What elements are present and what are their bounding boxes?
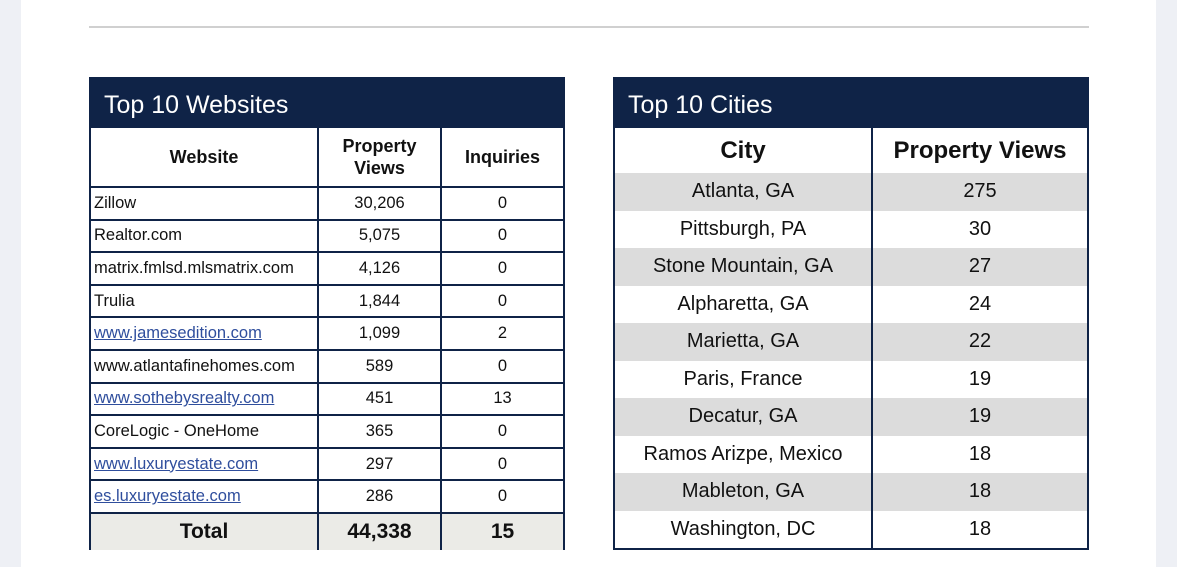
city-views-cell: 275: [871, 173, 1087, 211]
inquiries-cell: 0: [440, 186, 563, 221]
inquiries-cell: 13: [440, 381, 563, 417]
city-views-cell: 24: [871, 285, 1087, 323]
total-inquiries: 15: [440, 511, 563, 550]
city-name: Stone Mountain, GA: [615, 248, 872, 286]
city-views-cell: 18: [871, 473, 1087, 511]
property-views-cell: 1,844: [317, 283, 442, 319]
city-name: Decatur, GA: [615, 398, 872, 436]
website-link[interactable]: www.sothebysrealty.com: [91, 381, 319, 417]
table-row: Alpharetta, GA 24: [615, 285, 1087, 323]
table-row: es.luxuryestate.com 286 0: [91, 479, 563, 514]
col-header-website: Website: [91, 128, 319, 188]
city-views-cell: 30: [871, 210, 1087, 248]
website-name: www.atlantafinehomes.com: [91, 348, 319, 384]
total-label: Total: [91, 511, 319, 550]
inquiries-cell: 0: [440, 251, 563, 286]
top-cities-panel: Top 10 Cities City Property Views Atlant…: [613, 77, 1089, 550]
city-views-cell: 18: [871, 435, 1087, 473]
table-row: www.luxuryestate.com 297 0: [91, 446, 563, 482]
website-name: Zillow: [91, 186, 319, 221]
col-header-inquiries: Inquiries: [440, 128, 563, 188]
table-row: Stone Mountain, GA 27: [615, 248, 1087, 286]
city-name: Paris, France: [683, 367, 803, 390]
website-name: Trulia: [91, 283, 319, 319]
table-row: Washington, DC 18: [615, 510, 1087, 548]
city-views-cell: 22: [871, 323, 1087, 361]
websites-title: Top 10 Websites: [91, 79, 563, 128]
inquiries-cell: 0: [440, 414, 563, 449]
col-header-property-views: Property Views: [317, 128, 442, 188]
property-views-cell: 286: [317, 479, 442, 514]
city-name: Marietta, GA: [615, 323, 872, 361]
report-page: Top 10 Websites Website Property Views I…: [21, 0, 1156, 567]
website-link[interactable]: www.luxuryestate.com: [91, 446, 319, 482]
inquiries-cell: 0: [440, 218, 563, 254]
city-name: Ramos Arizpe, Mexico: [643, 442, 843, 465]
table-row: Trulia 1,844 0: [91, 283, 563, 319]
property-views-cell: 589: [317, 348, 442, 384]
divider: [89, 26, 1089, 28]
website-name: matrix.fmlsd.mlsmatrix.com: [91, 251, 319, 286]
table-row: www.atlantafinehomes.com 589 0: [91, 348, 563, 384]
inquiries-cell: 0: [440, 348, 563, 384]
inquiries-cell: 0: [440, 479, 563, 514]
cities-table: City Property Views Atlanta, GA 275 Pittsb…: [615, 128, 1087, 548]
website-name: CoreLogic - OneHome: [91, 414, 319, 449]
property-views-cell: 4,126: [317, 251, 442, 286]
property-views-cell: 365: [317, 414, 442, 449]
website-name: Realtor.com: [91, 218, 319, 254]
table-row: Pittsburgh, PA 30: [615, 210, 1087, 248]
city-name: Atlanta, GA: [615, 173, 872, 211]
col-header-city-views: Property Views: [871, 128, 1087, 173]
inquiries-cell: 2: [440, 316, 563, 351]
table-row: Realtor.com 5,075 0: [91, 218, 563, 254]
city-views-cell: 19: [871, 398, 1087, 436]
table-row: www.jamesedition.com 1,099 2: [91, 316, 563, 351]
table-row: Marietta, GA 22: [615, 323, 1087, 361]
property-views-cell: 5,075: [317, 218, 442, 254]
city-name: Washington, DC: [670, 517, 816, 540]
inquiries-cell: 0: [440, 446, 563, 482]
city-name: Pittsburgh, PA: [679, 217, 807, 240]
table-row: Ramos Arizpe, Mexico 18: [615, 435, 1087, 473]
total-row: Total 44,338 15: [91, 511, 563, 550]
cities-title: Top 10 Cities: [615, 79, 1087, 128]
city-name: Mableton, GA: [615, 473, 872, 511]
table-row: Mableton, GA 18: [615, 473, 1087, 511]
property-views-cell: 297: [317, 446, 442, 482]
inquiries-cell: 0: [440, 283, 563, 319]
website-link[interactable]: es.luxuryestate.com: [91, 479, 319, 514]
property-views-cell: 451: [317, 381, 442, 417]
city-name: Alpharetta, GA: [677, 292, 809, 315]
table-row: Atlanta, GA 275: [615, 173, 1087, 211]
city-views-cell: 27: [871, 248, 1087, 286]
table-row: Zillow 30,206 0: [91, 186, 563, 221]
table-row: CoreLogic - OneHome 365 0: [91, 414, 563, 449]
table-row: Paris, France 19: [615, 360, 1087, 398]
website-link[interactable]: www.jamesedition.com: [91, 316, 319, 351]
table-row: www.sothebysrealty.com 451 13: [91, 381, 563, 417]
websites-table: Website Property Views Inquiries Zillow 3…: [91, 128, 563, 550]
property-views-cell: 30,206: [317, 186, 442, 221]
table-row: matrix.fmlsd.mlsmatrix.com 4,126 0: [91, 251, 563, 286]
city-views-cell: 19: [871, 360, 1087, 398]
city-views-cell: 18: [871, 510, 1087, 548]
property-views-cell: 1,099: [317, 316, 442, 351]
col-header-city: City: [720, 136, 766, 164]
table-row: Decatur, GA 19: [615, 398, 1087, 436]
top-websites-panel: Top 10 Websites Website Property Views I…: [89, 77, 565, 550]
total-views: 44,338: [317, 511, 442, 550]
